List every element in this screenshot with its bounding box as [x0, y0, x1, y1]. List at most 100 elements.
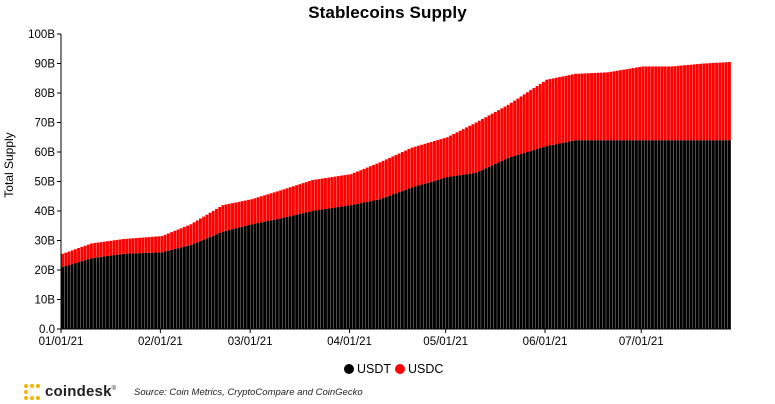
y-axis-title: Total Supply: [2, 132, 16, 197]
bar-usdt: [493, 163, 497, 329]
bar-usdc: [122, 239, 125, 254]
bar-usdc: [477, 120, 481, 172]
bar-usdt: [112, 255, 116, 329]
bar-usdt: [452, 176, 456, 329]
x-tick-label: 01/01/21: [39, 336, 84, 348]
bar-usdt: [189, 244, 193, 329]
bar-usdc: [86, 244, 90, 260]
bar-usdt: [596, 140, 600, 329]
bar-usdt: [545, 146, 549, 329]
bar-usdc: [154, 236, 158, 253]
bar-usdc: [170, 232, 174, 250]
bar-usdt: [497, 162, 501, 329]
bar-usdc: [356, 171, 359, 204]
bar-usdc: [622, 69, 626, 141]
bar-usdt: [477, 171, 481, 329]
bar-usdt: [368, 201, 372, 329]
bar-usdc: [711, 62, 715, 141]
bar-usdc: [118, 239, 122, 255]
bar-usdc: [259, 196, 263, 223]
bar-usdc: [237, 201, 241, 228]
y-tick-label: 0.0: [39, 324, 55, 336]
bar-usdc: [692, 64, 696, 141]
bar-usdt: [484, 168, 488, 329]
bar-usdc: [519, 96, 523, 154]
bar-usdt: [77, 262, 81, 329]
bar-usdt: [205, 238, 209, 329]
bar-usdt: [93, 257, 97, 329]
bar-usdt: [199, 240, 202, 329]
bar-usdc: [612, 71, 616, 141]
bar-usdt: [612, 140, 616, 329]
legend-label-usdt: USDT: [357, 362, 392, 376]
bar-usdc: [705, 63, 709, 141]
bar-usdc: [173, 230, 177, 250]
bar-usdt: [647, 140, 651, 329]
bar-usdc: [125, 238, 129, 254]
bar-usdt: [404, 189, 408, 329]
bar-usdt: [516, 154, 520, 329]
bar-usdt: [269, 220, 273, 329]
coindesk-logo: coindesk®: [24, 383, 116, 400]
bar-usdt: [141, 253, 145, 329]
bar-usdc: [670, 66, 674, 141]
bar-usdt: [461, 174, 465, 329]
bar-usdc: [606, 72, 610, 141]
bar-usdt: [80, 261, 84, 329]
bar-usdc: [317, 179, 321, 211]
bar-usdc: [487, 115, 491, 167]
y-tick-label: 20B: [35, 265, 56, 277]
bar-usdc: [372, 164, 376, 201]
bar-usdt: [202, 239, 206, 329]
bar-usdc: [291, 186, 295, 216]
bar-usdt: [295, 214, 299, 329]
bar-usdc: [567, 75, 571, 142]
bar-usdc: [336, 176, 340, 208]
bar-usdc: [490, 113, 494, 166]
bar-usdt: [606, 140, 610, 329]
bar-usdc: [548, 79, 552, 146]
bar-usdc: [83, 245, 87, 261]
bar-usdc: [535, 85, 539, 150]
bar-usdc: [532, 88, 536, 151]
bar-usdc: [77, 248, 81, 263]
y-tick-label: 30B: [35, 236, 56, 248]
bar-usdc: [574, 73, 577, 141]
bar-usdt: [231, 229, 234, 329]
bar-usdc: [506, 104, 510, 158]
bar-usdc: [282, 189, 286, 218]
bar-usdt: [61, 267, 65, 329]
bar-usdc: [365, 167, 369, 202]
bar-usdc: [144, 237, 148, 253]
bar-usdt: [211, 235, 215, 329]
bar-usdt: [455, 175, 459, 329]
y-tick-label: 100B: [28, 29, 55, 41]
bar-usdt: [548, 145, 552, 329]
bar-usdt: [519, 153, 523, 329]
bar-usdt: [651, 140, 654, 329]
bar-usdc: [205, 214, 209, 239]
bar-usdt: [433, 180, 436, 329]
bar-usdt: [513, 155, 517, 329]
legend: USDT USDC: [344, 362, 447, 376]
bar-usdt: [570, 140, 574, 329]
bar-usdt: [356, 203, 359, 329]
bar-usdc: [266, 194, 270, 221]
bar-usdc: [676, 65, 680, 141]
bar-usdt: [686, 140, 690, 329]
bar-usdt: [99, 256, 103, 329]
bar-usdc: [634, 67, 638, 141]
bar-usdc: [199, 218, 202, 241]
x-tick-label: 02/01/21: [138, 336, 183, 348]
bar-usdt: [320, 209, 324, 329]
bar-usdt: [288, 216, 292, 329]
bar-usdt: [580, 140, 584, 329]
bar-usdc: [160, 236, 164, 253]
bar-usdc: [269, 193, 273, 221]
bar-usdc: [256, 197, 260, 223]
bar-usdc: [61, 253, 65, 268]
bar-usdt: [359, 203, 363, 329]
axes-layer: 0.0 10B 20B 30B 40B 50B 60B 70B 80B 90B 100B 01/01/…: [28, 29, 731, 348]
bar-usdt: [291, 215, 295, 329]
legend-swatch-usdc: [395, 364, 406, 374]
